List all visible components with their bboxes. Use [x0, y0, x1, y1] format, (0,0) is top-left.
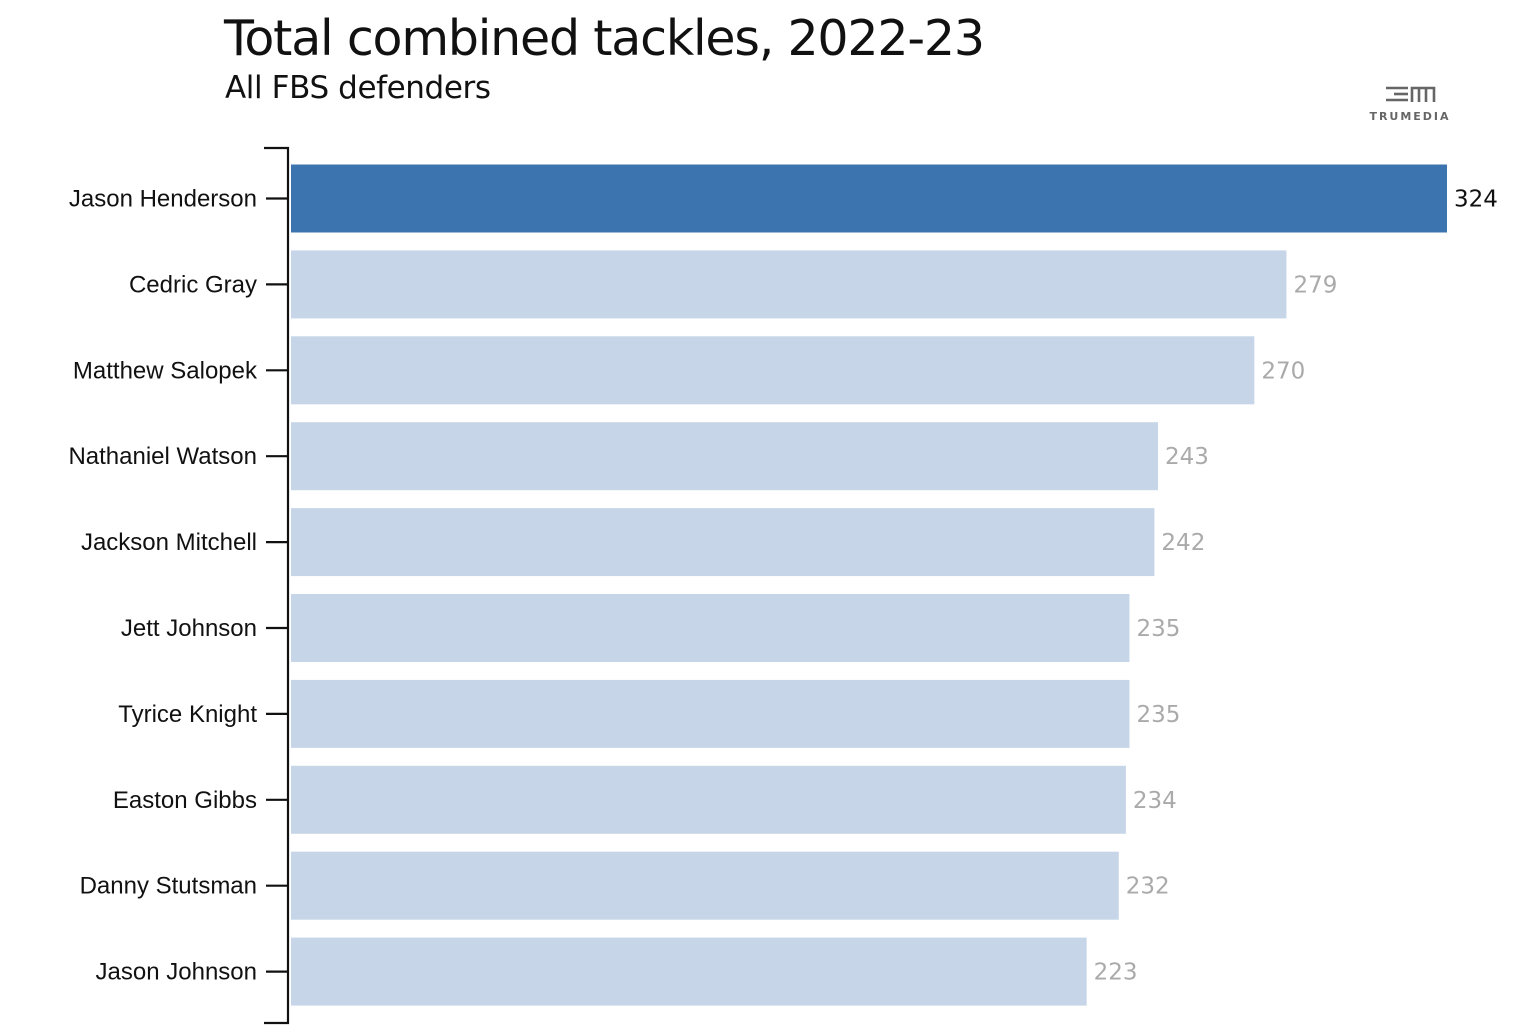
- value-label: 270: [1261, 358, 1305, 384]
- value-label: 223: [1094, 960, 1138, 986]
- logo-text: TRUMEDIA: [1369, 110, 1451, 123]
- category-label: Jett Johnson: [121, 615, 257, 642]
- category-label: Danny Stutsman: [80, 873, 257, 900]
- value-label: 235: [1136, 702, 1180, 728]
- value-label: 242: [1161, 530, 1205, 556]
- chart-subtitle: All FBS defenders: [225, 70, 491, 106]
- bar: [291, 508, 1155, 577]
- value-label: 243: [1165, 444, 1209, 470]
- category-label: Easton Gibbs: [113, 787, 257, 814]
- bar: [291, 594, 1130, 662]
- value-label: 235: [1136, 616, 1180, 642]
- value-label: 232: [1126, 874, 1170, 900]
- chart-title: Total combined tackles, 2022-23: [224, 10, 985, 67]
- category-label: Jason Johnson: [96, 959, 257, 986]
- y-axis-line: [264, 146, 290, 1025]
- bar: [291, 851, 1119, 920]
- bar: [291, 937, 1087, 1006]
- category-label: Tyrice Knight: [118, 701, 257, 728]
- value-label: 279: [1293, 272, 1337, 298]
- bar: [291, 336, 1255, 405]
- value-label: 234: [1133, 788, 1177, 814]
- bar: [291, 250, 1287, 319]
- category-label: Nathaniel Watson: [68, 443, 257, 470]
- category-label: Matthew Salopek: [73, 357, 258, 384]
- bar: [291, 422, 1158, 491]
- bar: [291, 679, 1130, 748]
- trumedia-logo: TRUMEDIA: [1360, 82, 1460, 126]
- category-label: Jason Henderson: [69, 186, 257, 213]
- bar: [291, 164, 1447, 233]
- trumedia-logo-icon: [1386, 86, 1436, 102]
- bar: [291, 765, 1126, 834]
- category-label: Jackson Mitchell: [81, 529, 257, 556]
- value-label: 324: [1454, 187, 1498, 213]
- category-label: Cedric Gray: [129, 271, 257, 298]
